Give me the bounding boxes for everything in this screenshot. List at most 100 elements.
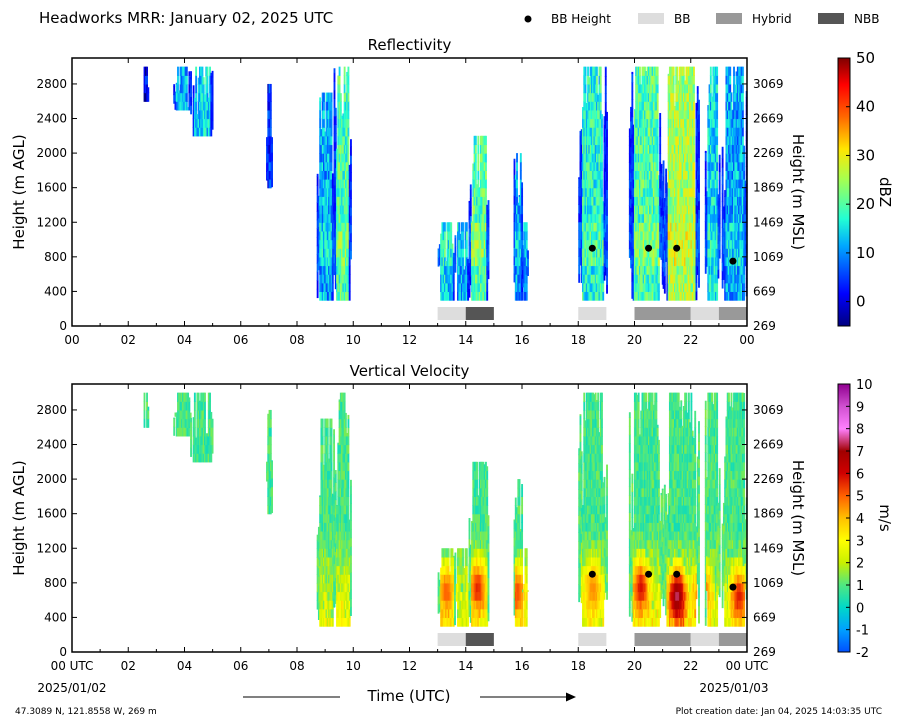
echo-cell [338,399,341,402]
echo-cell [329,539,332,549]
echo-cell [485,204,487,215]
echo-cell [348,274,351,284]
echo-cell [711,161,714,171]
echo-cell [690,153,693,163]
echo-cell [709,196,712,206]
echo-cell [726,109,729,120]
echo-cell [350,563,352,573]
echo-cell [694,213,697,223]
echo-cell [517,248,520,258]
echo-cell [316,548,319,558]
echo-cell [334,210,337,221]
echo-cell [691,204,694,215]
echo-cell [268,444,271,454]
echo-cell [347,487,350,497]
echo-cell [588,239,591,249]
echo-cell [469,215,472,225]
echo-cell [689,109,692,120]
echo-cell [200,83,203,94]
echo-cell [326,539,329,549]
echo-cell [739,66,742,76]
echo-cell [709,204,712,215]
echo-cell [681,239,684,249]
echo-cell [663,249,666,260]
echo-cell [582,248,584,258]
echo-cell [269,109,272,120]
echo-cell [334,568,337,578]
echo-cell [730,118,733,128]
echo-cell [516,248,518,258]
echo-cell [662,219,665,229]
bb-height-point [729,257,737,265]
echo-cell [454,263,457,273]
echo-cell [588,83,591,94]
echo-cell [200,101,203,111]
echo-cell [343,109,346,120]
echo-cell [326,118,329,128]
echo-cell [329,582,332,593]
echo-cell [325,161,328,171]
echo-cell [674,196,676,206]
echo-cell [662,167,665,177]
echo-cell [321,291,324,301]
echo-cell [712,265,715,275]
echo-cell [583,274,586,284]
echo-cell [686,265,689,275]
echo-cell [342,256,345,267]
echo-cell [473,170,476,180]
echo-cell [713,101,716,111]
echo-cell [682,196,685,206]
echo-cell [183,66,186,76]
echo-cell [601,118,603,128]
echo-cell [644,230,646,241]
echo-cell [686,179,689,189]
echo-cell [630,155,633,165]
echo-cell [477,256,480,267]
echo-cell [646,179,649,189]
echo-cell [630,172,633,182]
echo-cell [177,427,179,437]
echo-cell [716,144,719,154]
echo-cell [479,135,482,146]
echo-cell [696,213,699,224]
echo-cell [680,256,683,267]
echo-cell [324,230,327,241]
echo-cell [686,239,689,249]
echo-cell [725,118,728,128]
echo-cell [739,239,742,249]
echo-cell [330,127,333,137]
echo-cell [728,101,730,111]
echo-cell [483,144,486,154]
echo-cell [585,161,588,171]
echo-cell [583,75,586,85]
echo-cell [513,160,516,171]
echo-cell [589,101,592,111]
echo-cell [636,274,639,284]
echo-cell [473,239,476,249]
echo-cell [646,118,649,128]
echo-cell [266,162,268,172]
echo-cell [196,114,199,120]
echo-cell [338,153,341,163]
echo-cell [686,92,689,102]
echo-cell [268,427,271,437]
echo-cell [674,153,676,163]
echo-cell [593,135,596,146]
echo-cell [207,435,210,446]
echo-cell [200,118,203,128]
echo-cell [446,256,449,267]
echo-cell [319,600,322,610]
echo-cell [200,444,203,454]
echo-cell [598,109,601,120]
echo-cell [323,256,325,267]
echo-cell [660,233,663,243]
echo-cell [641,196,644,206]
echo-cell [346,83,349,94]
echo-cell [471,248,473,258]
echo-cell [342,513,345,523]
echo-cell [689,92,692,102]
echo-cell [324,617,327,627]
echo-cell [477,291,480,301]
echo-cell [655,92,658,102]
echo-cell [457,222,459,232]
